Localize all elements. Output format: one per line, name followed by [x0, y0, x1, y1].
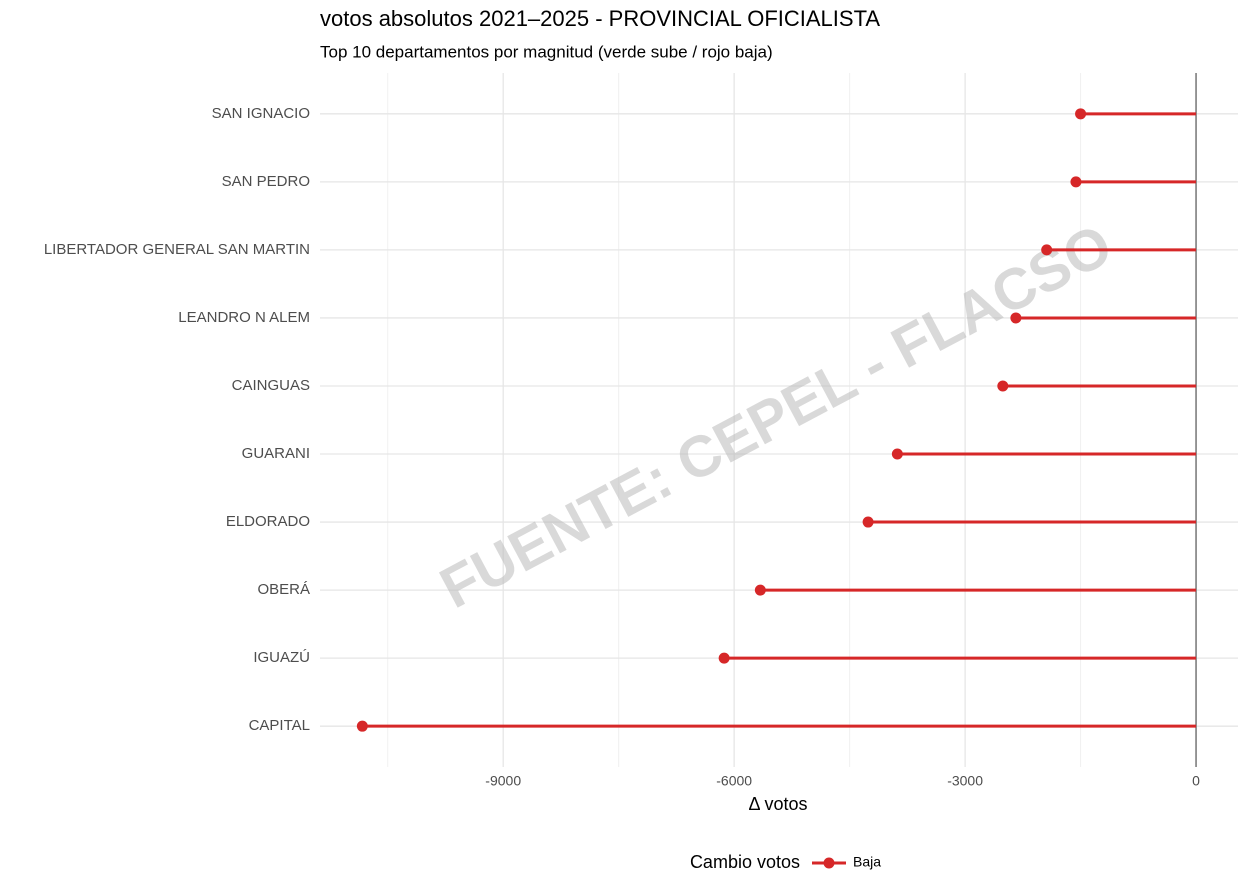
point — [862, 516, 874, 528]
x-tick-label: -9000 — [485, 773, 521, 789]
x-tick-label: -3000 — [947, 773, 983, 789]
x-axis-label: Δ votos — [748, 794, 807, 814]
y-tick-label: SAN PEDRO — [222, 173, 310, 190]
point — [1070, 176, 1082, 188]
watermark: FUENTE: CEPEL - FLACSO — [430, 212, 1122, 621]
point — [1041, 244, 1053, 256]
point — [356, 720, 368, 732]
y-tick-label: IGUAZÚ — [253, 649, 310, 666]
point — [997, 380, 1009, 392]
chart-title: votos absolutos 2021–2025 - PROVINCIAL O… — [320, 6, 880, 31]
x-tick-label: -6000 — [716, 773, 752, 789]
y-tick-label: CAPITAL — [249, 717, 310, 734]
chart-subtitle: Top 10 departamentos por magnitud (verde… — [320, 42, 773, 61]
y-tick-label: OBERÁ — [257, 581, 310, 598]
y-tick-label: SAN IGNACIO — [212, 105, 310, 122]
legend-label: Baja — [853, 854, 881, 870]
y-tick-label: LEANDRO N ALEM — [178, 309, 310, 326]
point — [718, 652, 730, 664]
y-tick-label: GUARANI — [242, 445, 310, 462]
legend-point — [823, 857, 835, 869]
x-tick-label: 0 — [1192, 773, 1200, 789]
point — [754, 584, 766, 596]
legend-title: Cambio votos — [690, 852, 800, 872]
point — [891, 448, 903, 460]
y-tick-label: CAINGUAS — [232, 377, 310, 394]
point — [1075, 108, 1087, 120]
y-tick-label: LIBERTADOR GENERAL SAN MARTIN — [44, 241, 310, 258]
point — [1010, 312, 1022, 324]
y-tick-label: ELDORADO — [226, 513, 310, 530]
